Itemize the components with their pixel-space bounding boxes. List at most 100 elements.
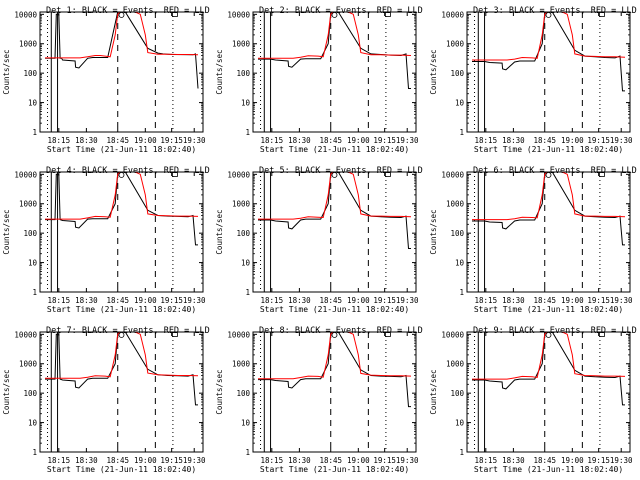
y-tick-label: 10000 (14, 170, 37, 179)
y-tick-label: 10000 (441, 10, 464, 19)
y-axis-label: Counts/sec (2, 209, 11, 254)
y-tick-label: 1000 (19, 40, 38, 49)
x-axis-label: Start Time (21-Jun-11 18:02:40) (47, 145, 196, 154)
events-series-line (472, 331, 625, 406)
chart-title: Det 7: BLACK = Events, RED = LLD (46, 326, 210, 336)
y-tick-label: 1 (459, 288, 464, 297)
plot-frame (39, 171, 204, 293)
x-tick-label: 18:30 (502, 296, 525, 305)
x-tick-label: 19:00 (561, 456, 584, 465)
y-tick-label: 10000 (441, 170, 464, 179)
x-tick-label: 19:30 (183, 296, 206, 305)
x-tick-label: 19:30 (610, 296, 633, 305)
x-tick-label: 18:30 (502, 456, 525, 465)
x-axis-label: Start Time (21-Jun-11 18:02:40) (474, 145, 623, 154)
events-series-line (45, 11, 199, 89)
y-axis-label: Counts/sec (429, 209, 438, 254)
x-tick-label: 18:15 (261, 136, 284, 145)
y-axis-label: Counts/sec (215, 369, 224, 414)
y-tick-label: 10000 (441, 330, 464, 339)
chart-panel-9: Det 9: BLACK = Events, RED = LLD Counts/s… (429, 326, 637, 474)
y-tick-label: 100 (450, 389, 464, 398)
x-tick-label: 18:15 (48, 456, 71, 465)
y-axis-label: Counts/sec (2, 369, 11, 414)
y-tick-label: 10000 (14, 330, 37, 339)
chart-panel-6: Det 6: BLACK = Events, RED = LLD Counts/s… (429, 166, 637, 314)
x-tick-label: 18:45 (533, 456, 556, 465)
x-tick-label: 19:15 (160, 456, 183, 465)
x-tick-label: 19:15 (587, 456, 610, 465)
x-tick-label: 18:30 (288, 136, 311, 145)
y-axis-label: Counts/sec (215, 49, 224, 94)
x-axis-label: Start Time (21-Jun-11 18:02:40) (260, 305, 409, 314)
y-tick-label: 1000 (446, 200, 465, 209)
y-tick-label: 100 (236, 389, 250, 398)
y-tick-label: 10 (28, 419, 38, 428)
x-tick-label: 19:30 (183, 136, 206, 145)
y-tick-label: 10000 (227, 170, 250, 179)
y-tick-label: 100 (236, 69, 250, 78)
x-tick-label: 18:30 (288, 296, 311, 305)
x-tick-label: 18:45 (319, 456, 342, 465)
lld-series-line (45, 171, 199, 220)
y-axis-label: Counts/sec (429, 49, 438, 94)
x-tick-label: 18:15 (475, 456, 498, 465)
lld-series-line (45, 11, 199, 59)
x-axis-label: Start Time (21-Jun-11 18:02:40) (474, 305, 623, 314)
x-axis-label: Start Time (21-Jun-11 18:02:40) (47, 305, 196, 314)
y-tick-label: 1 (459, 448, 464, 457)
plot-frame (466, 11, 631, 133)
plot-frame (252, 11, 417, 133)
y-tick-label: 10 (455, 259, 465, 268)
x-tick-label: 18:30 (75, 296, 98, 305)
x-tick-label: 19:30 (396, 456, 419, 465)
lld-series-line (258, 331, 412, 380)
x-tick-label: 19:30 (396, 136, 419, 145)
plot-frame (39, 11, 204, 133)
events-series-line (258, 171, 411, 249)
x-axis-label: Start Time (21-Jun-11 18:02:40) (47, 465, 196, 474)
x-tick-label: 19:15 (373, 136, 396, 145)
chart-panel-3: Det 3: BLACK = Events, RED = LLD Counts/s… (429, 6, 637, 154)
lld-series-line (472, 11, 626, 61)
y-tick-label: 10000 (227, 330, 250, 339)
chart-panel-8: Det 8: BLACK = Events, RED = LLD Counts/s… (215, 326, 423, 474)
x-tick-label: 19:00 (561, 136, 584, 145)
x-tick-label: 19:30 (610, 456, 633, 465)
x-tick-label: 19:30 (610, 136, 633, 145)
y-tick-label: 1 (32, 288, 37, 297)
x-tick-label: 18:30 (502, 136, 525, 145)
lld-series-line (472, 331, 626, 380)
x-tick-label: 19:15 (373, 456, 396, 465)
chart-title: Det 9: BLACK = Events, RED = LLD (473, 326, 637, 336)
y-tick-label: 100 (450, 229, 464, 238)
y-tick-label: 10000 (14, 10, 37, 19)
lld-series-line (258, 171, 412, 220)
y-tick-label: 100 (23, 229, 37, 238)
chart-title: Det 6: BLACK = Events, RED = LLD (473, 166, 637, 176)
x-tick-label: 19:15 (160, 136, 183, 145)
chart-title: Det 4: BLACK = Events, RED = LLD (46, 166, 210, 176)
y-axis-label: Counts/sec (2, 49, 11, 94)
x-axis-label: Start Time (21-Jun-11 18:02:40) (260, 465, 409, 474)
x-tick-label: 18:15 (48, 136, 71, 145)
y-tick-label: 1 (459, 128, 464, 137)
chart-title: Det 3: BLACK = Events, RED = LLD (473, 6, 637, 16)
y-tick-label: 1000 (19, 360, 38, 369)
y-tick-label: 1 (245, 128, 250, 137)
y-tick-label: 1000 (232, 200, 251, 209)
chart-panel-1: Det 1: BLACK = Events, RED = LLD Counts/s… (2, 6, 210, 154)
x-tick-label: 18:15 (261, 296, 284, 305)
lld-series-line (258, 11, 412, 59)
x-axis-label: Start Time (21-Jun-11 18:02:40) (260, 145, 409, 154)
y-tick-label: 10 (455, 99, 465, 108)
plot-frame (252, 331, 417, 453)
plot-frame (252, 171, 417, 293)
y-tick-label: 100 (23, 389, 37, 398)
y-tick-label: 1000 (446, 40, 465, 49)
y-tick-label: 10 (28, 99, 38, 108)
x-tick-label: 18:15 (261, 456, 284, 465)
x-tick-label: 19:00 (347, 456, 370, 465)
y-tick-label: 1000 (446, 360, 465, 369)
x-tick-label: 18:45 (319, 296, 342, 305)
